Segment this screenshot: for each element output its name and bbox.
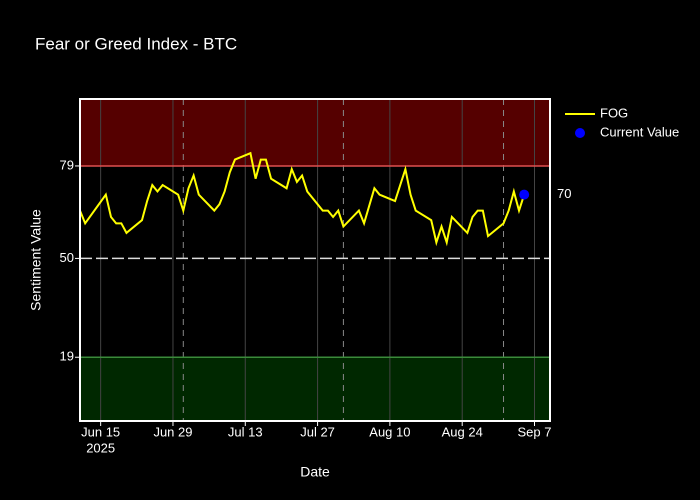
plot-border — [79, 98, 551, 422]
zone — [80, 357, 550, 421]
legend-swatch — [575, 128, 585, 138]
x-axis-title: Date — [300, 464, 330, 480]
y-tick-label: 19 — [60, 349, 74, 364]
current-point — [519, 189, 530, 200]
y-tick-label: 79 — [60, 157, 74, 172]
chart-title: Fear or Greed Index - BTC — [35, 34, 237, 53]
value-label: 70 — [557, 186, 571, 201]
x-tick-label: Sep 7 — [518, 424, 552, 439]
data-line — [79, 151, 526, 247]
y-axis-title: Sentiment Value — [28, 209, 44, 311]
x-year-label: 2025 — [86, 440, 115, 455]
y-tick-label: 50 — [60, 250, 74, 265]
x-tick-label: Jul 27 — [300, 424, 335, 439]
x-tick-label: Jul 13 — [228, 424, 263, 439]
x-tick-label: Aug 10 — [369, 424, 410, 439]
zone — [80, 99, 550, 166]
x-tick-label: Jun 15 — [81, 424, 120, 439]
legend-label: FOG — [600, 105, 628, 120]
x-tick-label: Jun 29 — [153, 424, 192, 439]
x-tick-label: Aug 24 — [442, 424, 483, 439]
legend-label: Current Value — [600, 124, 679, 139]
